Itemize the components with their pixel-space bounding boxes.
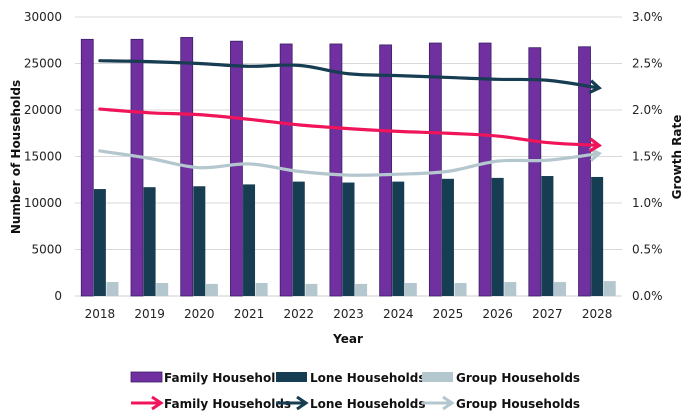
- y2-tick-label: 2.5%: [632, 57, 663, 71]
- legend-label-group-bar: Group Households: [456, 371, 580, 385]
- right-axis-ticks: 0.0% 0.5% 1.0% 1.5% 2.0% 2.5% 3.0%: [632, 10, 663, 303]
- line-lone-households: [98, 59, 599, 90]
- legend-label-group-line: Group Households: [456, 397, 580, 411]
- y-tick-label: 25000: [24, 57, 62, 71]
- bar-family-households: [478, 42, 492, 297]
- bar-series: [80, 37, 616, 297]
- x-axis-ticks: 2018 2019 2020 2021 2022 2023 2024 2025 2026 2027…: [85, 307, 613, 321]
- x-tick-label: 2022: [283, 307, 314, 321]
- bar-group-households: [355, 283, 368, 296]
- bar-family-households: [80, 38, 94, 297]
- x-tick-label: 2023: [333, 307, 364, 321]
- bar-group-households: [205, 283, 218, 296]
- line-family-households: [98, 107, 599, 147]
- bar-group-households: [106, 282, 119, 296]
- bar-family-households: [379, 44, 393, 297]
- legend: Family Households Lone Households Group …: [130, 371, 580, 411]
- legend-item-line-lone[interactable]: Lone Households: [276, 395, 426, 411]
- legend-item-bar-lone[interactable]: Lone Households: [276, 371, 426, 385]
- bar-lone-households: [491, 177, 504, 296]
- legend-label-lone-bar: Lone Households: [310, 371, 426, 385]
- bar-group-households: [603, 281, 616, 296]
- y-tick-label: 30000: [24, 10, 62, 24]
- bar-lone-households: [441, 178, 454, 296]
- y-tick-label: 10000: [24, 196, 62, 210]
- legend-item-bar-group[interactable]: Group Households: [422, 371, 580, 385]
- legend-arrow-lone-icon: [276, 395, 309, 411]
- x-tick-label: 2018: [85, 307, 116, 321]
- y-axis-title: Number of Households: [9, 80, 23, 234]
- x-tick-label: 2028: [582, 307, 613, 321]
- legend-swatch-family-bar: [130, 371, 163, 383]
- arrowhead-icon: [588, 137, 603, 153]
- legend-arrow-group-icon: [422, 395, 455, 411]
- bar-family-households: [428, 42, 442, 297]
- legend-swatch-group-bar: [422, 372, 453, 382]
- x-tick-label: 2019: [134, 307, 165, 321]
- legend-item-line-group[interactable]: Group Households: [422, 395, 580, 411]
- y2-tick-label: 1.0%: [632, 196, 663, 210]
- legend-item-bar-family[interactable]: Family Households: [130, 371, 291, 385]
- x-tick-label: 2021: [234, 307, 265, 321]
- line-series: [98, 59, 603, 177]
- bar-group-households: [504, 282, 517, 296]
- bar-lone-households: [193, 186, 206, 296]
- bar-lone-households: [93, 189, 106, 296]
- bar-family-households: [230, 40, 243, 297]
- legend-label-family-line: Family Households: [164, 397, 291, 411]
- bar-group-households: [305, 283, 318, 296]
- y2-tick-label: 0.0%: [632, 289, 663, 303]
- bar-lone-households: [541, 176, 554, 296]
- x-tick-label: 2026: [482, 307, 513, 321]
- x-tick-label: 2024: [383, 307, 414, 321]
- bar-group-households: [404, 282, 417, 296]
- bar-lone-households: [591, 176, 604, 296]
- x-tick-label: 2027: [532, 307, 563, 321]
- x-tick-label: 2020: [184, 307, 215, 321]
- y2-axis-title: Growth Rate: [670, 115, 684, 200]
- bar-group-households: [255, 282, 268, 296]
- bar-lone-households: [143, 187, 156, 296]
- y2-tick-label: 3.0%: [632, 10, 663, 24]
- arrowhead-icon: [588, 79, 602, 95]
- bar-group-households: [156, 282, 169, 296]
- legend-label-family-bar: Family Households: [164, 371, 291, 385]
- bar-lone-households: [342, 182, 355, 296]
- legend-swatch-lone-bar: [276, 372, 307, 382]
- y2-tick-label: 2.0%: [632, 103, 663, 117]
- bar-group-households: [554, 282, 567, 296]
- left-axis-ticks: 0 5000 10000 15000 20000 25000 30000: [24, 10, 62, 303]
- y-tick-label: 5000: [31, 243, 62, 257]
- y2-tick-label: 1.5%: [632, 150, 663, 164]
- y-tick-label: 20000: [24, 103, 62, 117]
- y-tick-label: 0: [54, 289, 62, 303]
- bar-family-households: [329, 43, 343, 297]
- bar-family-households: [528, 47, 542, 297]
- bar-lone-households: [292, 181, 305, 296]
- x-axis-title: Year: [332, 332, 363, 346]
- bar-lone-households: [392, 181, 405, 296]
- line-group-households: [98, 149, 599, 177]
- bar-lone-households: [243, 184, 256, 296]
- bar-group-households: [454, 282, 467, 296]
- x-tick-label: 2025: [433, 307, 464, 321]
- y2-tick-label: 0.5%: [632, 243, 663, 257]
- legend-label-lone-line: Lone Households: [310, 397, 426, 411]
- bar-family-households: [578, 46, 591, 297]
- y-tick-label: 15000: [24, 150, 62, 164]
- bar-family-households: [130, 38, 144, 297]
- legend-item-line-family[interactable]: Family Households: [131, 395, 291, 411]
- legend-arrow-family-icon: [131, 395, 164, 411]
